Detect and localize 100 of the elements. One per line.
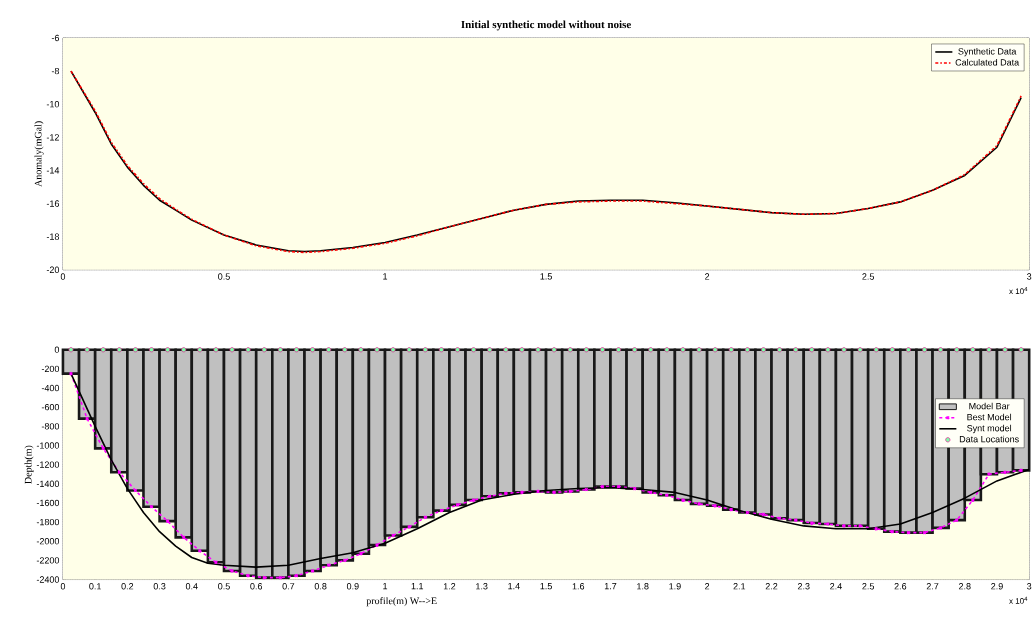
x-tick-label: 1.6 xyxy=(572,583,585,590)
x-tick-label: 1.3 xyxy=(476,583,488,590)
point xyxy=(938,347,944,353)
point xyxy=(567,347,573,353)
point xyxy=(358,347,364,353)
x-tick-label: 3 xyxy=(1027,583,1032,590)
x-tick-label: 2.1 xyxy=(733,583,746,590)
y-tick-label: -14 xyxy=(46,167,60,174)
y-axis-title: Anomaly(mGal) xyxy=(34,121,44,188)
y-tick-label: -8 xyxy=(51,68,60,75)
point xyxy=(648,347,654,353)
point xyxy=(487,347,493,353)
point xyxy=(728,347,734,353)
point xyxy=(1018,347,1024,353)
point xyxy=(954,347,960,353)
point xyxy=(696,502,702,507)
x-tick-label: 2.8 xyxy=(958,583,971,590)
x-tick-label: 3 xyxy=(1027,273,1032,280)
point xyxy=(519,347,525,353)
point xyxy=(905,347,911,353)
point xyxy=(310,347,316,353)
point xyxy=(132,347,138,353)
x-tick-label: 0.5 xyxy=(218,273,230,280)
x-tick-label: 1 xyxy=(383,273,388,280)
point xyxy=(793,347,799,353)
x-tick-label: 1 xyxy=(383,583,388,590)
point xyxy=(551,347,557,353)
x-tick-label: 2.5 xyxy=(862,583,875,590)
point xyxy=(970,347,976,353)
y-tick-label: -1200 xyxy=(36,461,60,469)
point xyxy=(116,347,122,353)
y-tick-label: -18 xyxy=(46,233,60,241)
point xyxy=(84,347,90,353)
point xyxy=(165,347,171,353)
point xyxy=(664,347,670,353)
point xyxy=(954,518,959,523)
x-tick-label: 0.5 xyxy=(218,583,230,590)
point xyxy=(374,543,380,548)
y-tick-label: -6 xyxy=(51,35,60,42)
point xyxy=(986,347,992,353)
point xyxy=(406,347,412,353)
x-tick-label: 2 xyxy=(705,273,710,280)
point xyxy=(229,347,235,353)
y-tick-label: -1400 xyxy=(36,480,60,488)
y-tick-label: -400 xyxy=(41,385,60,392)
x-tick-label: 1.8 xyxy=(637,583,649,590)
point xyxy=(261,347,267,353)
point xyxy=(277,347,283,353)
point xyxy=(438,347,444,353)
point xyxy=(599,347,605,353)
point xyxy=(857,347,863,353)
legend-label: Model Bar xyxy=(969,402,1010,410)
legend-label: Best Model xyxy=(967,414,1012,421)
x-tick-label: 2 xyxy=(705,583,710,590)
y-tick-label: -2200 xyxy=(36,557,60,564)
point xyxy=(407,525,412,530)
x-tick-label: 0.7 xyxy=(282,583,295,590)
point xyxy=(583,347,589,353)
point xyxy=(181,347,187,353)
y-tick-label: -10 xyxy=(46,101,60,108)
y-tick-label: -2400 xyxy=(36,576,60,583)
legend-label: Calculated Data xyxy=(955,59,1020,66)
x-tick-label: 2.4 xyxy=(830,583,842,590)
point xyxy=(293,347,299,353)
y-tick-label: -800 xyxy=(41,423,60,430)
x-tick-label: 2.9 xyxy=(991,583,1003,590)
point xyxy=(889,347,895,353)
x-tick-label: 1.2 xyxy=(443,583,456,590)
point xyxy=(809,347,815,353)
y-axis-title: Depth(m) xyxy=(24,445,34,485)
y-tick-label: -200 xyxy=(41,365,60,373)
x-tick-label: 1.4 xyxy=(508,583,520,590)
point xyxy=(680,498,686,503)
point xyxy=(616,347,622,353)
x-tick-label: 2.3 xyxy=(797,583,810,590)
point xyxy=(374,347,380,353)
point xyxy=(1002,347,1008,353)
point xyxy=(422,347,428,353)
x-axis-title: profile(m) W-->E xyxy=(366,597,437,607)
x-tick-label: 0.8 xyxy=(314,583,327,590)
point xyxy=(841,524,847,529)
x-tick-label: 0.2 xyxy=(121,583,134,590)
x-tick-label: 1.9 xyxy=(669,583,681,590)
chart-title: Initial synthetic model without noise xyxy=(461,20,631,31)
y-tick-label: -600 xyxy=(41,404,60,411)
y-tick-label: -1000 xyxy=(36,442,60,449)
point xyxy=(696,347,702,353)
y-tick-label: -2000 xyxy=(36,538,60,545)
point xyxy=(664,493,669,498)
point xyxy=(632,347,638,353)
point xyxy=(245,347,251,353)
point xyxy=(825,522,830,527)
point xyxy=(197,347,203,353)
point xyxy=(487,494,492,499)
x-tick-label: 0.6 xyxy=(250,583,263,590)
x-tick-label: 0.4 xyxy=(185,583,198,590)
y-tick-label: -1600 xyxy=(36,500,60,507)
legend-label: Data Locations xyxy=(959,436,1019,443)
point xyxy=(744,347,750,353)
x-tick-label: 0 xyxy=(60,583,66,590)
